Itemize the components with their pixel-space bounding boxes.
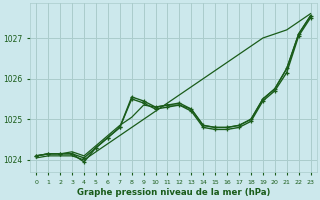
X-axis label: Graphe pression niveau de la mer (hPa): Graphe pression niveau de la mer (hPa) bbox=[77, 188, 270, 197]
